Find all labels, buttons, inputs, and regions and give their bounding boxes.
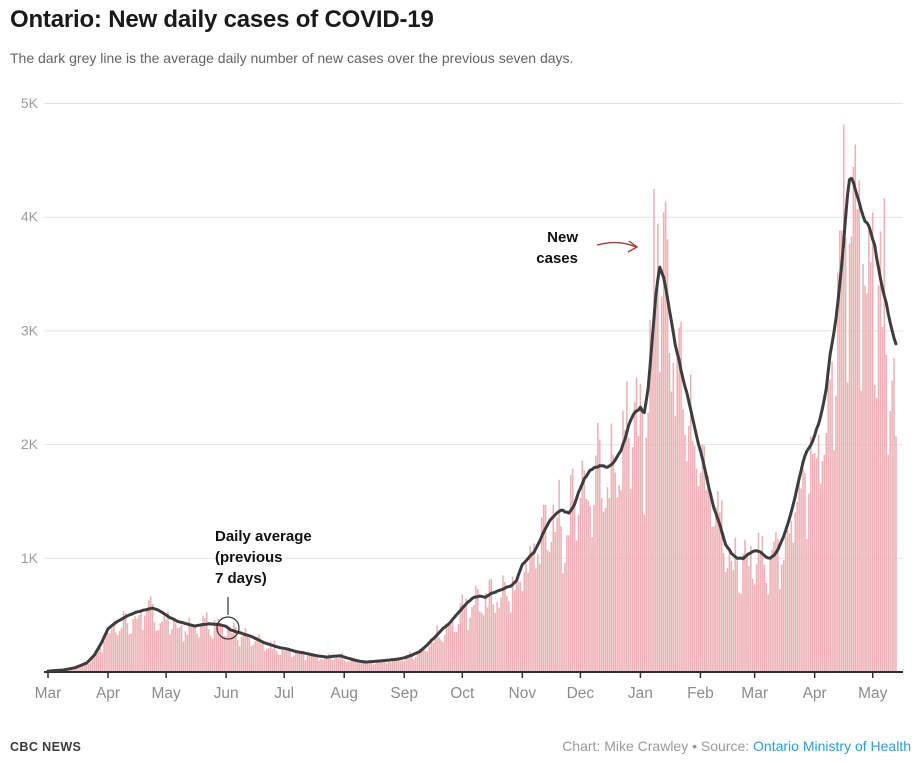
annotation-daily-average-line3: 7 days) xyxy=(215,570,267,587)
x-axis-label: Nov xyxy=(509,685,537,702)
chart-footer: CBC NEWS Chart: Mike Crawley • Source: O… xyxy=(10,738,911,754)
chart-credit: Chart: Mike Crawley • Source: Ontario Mi… xyxy=(562,738,911,754)
brand-logo: CBC NEWS xyxy=(10,740,82,754)
annotation-new-cases: New cases xyxy=(536,227,578,269)
source-link[interactable]: Ontario Ministry of Health xyxy=(753,738,911,754)
x-axis-label: May xyxy=(858,685,888,702)
daily-cases-bars xyxy=(47,124,897,672)
daily-average-line xyxy=(46,176,898,673)
y-axis-label: 3K xyxy=(21,322,39,338)
daily-average-circle xyxy=(216,616,240,640)
annotation-daily-average-line1: Daily average xyxy=(215,528,312,545)
x-axis-label: Apr xyxy=(96,685,120,702)
annotation-daily-average-line2: (previous xyxy=(215,549,283,566)
x-axis-label: Jul xyxy=(274,685,294,702)
x-axis-label: Oct xyxy=(450,685,475,702)
new-cases-arrow xyxy=(596,241,637,248)
new-cases-arrowhead xyxy=(627,240,639,253)
x-axis-label: Jan xyxy=(628,685,653,702)
x-axis-label: Dec xyxy=(567,685,595,702)
x-axis-label: Mar xyxy=(35,685,62,702)
page-title: Ontario: New daily cases of COVID-19 xyxy=(10,6,434,33)
x-axis-label: May xyxy=(151,685,181,702)
y-axis-label: 4K xyxy=(21,209,39,225)
annotation-new-cases-line1: New xyxy=(547,229,578,246)
y-axis-label: 5K xyxy=(21,95,39,111)
annotation-new-cases-line2: cases xyxy=(536,250,578,267)
x-axis-label: Jun xyxy=(214,685,239,702)
x-axis-label: Mar xyxy=(741,685,768,702)
x-axis-label: Aug xyxy=(330,685,358,702)
chart-subtitle: The dark grey line is the average daily … xyxy=(10,50,574,66)
x-axis-label: Apr xyxy=(803,685,827,702)
y-axis-label: 1K xyxy=(21,550,39,566)
chart-header: Ontario: New daily cases of COVID-19 The… xyxy=(10,6,911,66)
x-axis-label: Sep xyxy=(390,685,418,702)
x-axis-label: Feb xyxy=(687,685,714,702)
annotation-daily-average: Daily average (previous 7 days) xyxy=(215,526,312,589)
y-axis-label: 2K xyxy=(21,436,39,452)
credit-text: Chart: Mike Crawley • Source: xyxy=(562,738,754,754)
